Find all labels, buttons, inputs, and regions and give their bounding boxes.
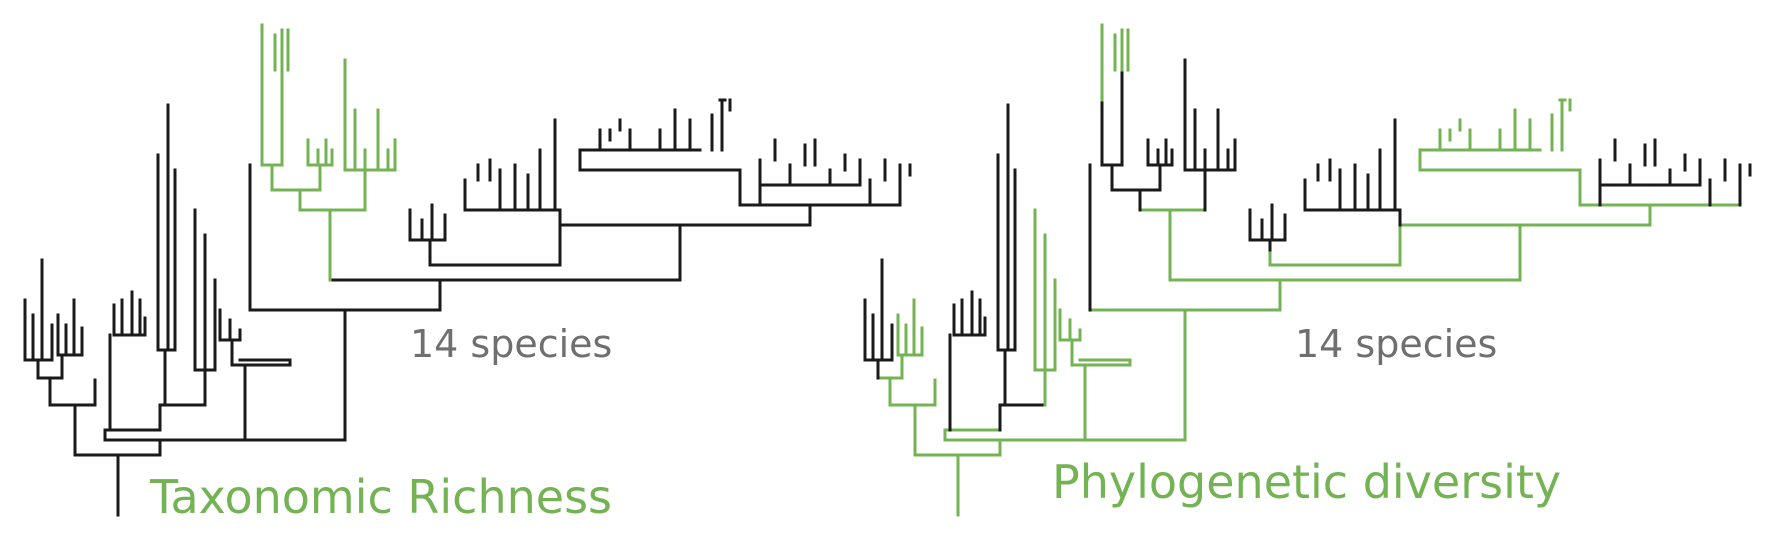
phylogenetic-diversity-tree xyxy=(863,23,1752,517)
taxonomic-richness-title: Taxonomic Richness xyxy=(150,470,612,524)
taxonomic-richness-tree xyxy=(23,23,912,517)
phylogenetic-diversity-title: Phylogenetic diversity xyxy=(1052,455,1562,509)
species-count-label: 14 species xyxy=(1295,322,1498,366)
species-count-label: 14 species xyxy=(410,322,613,366)
